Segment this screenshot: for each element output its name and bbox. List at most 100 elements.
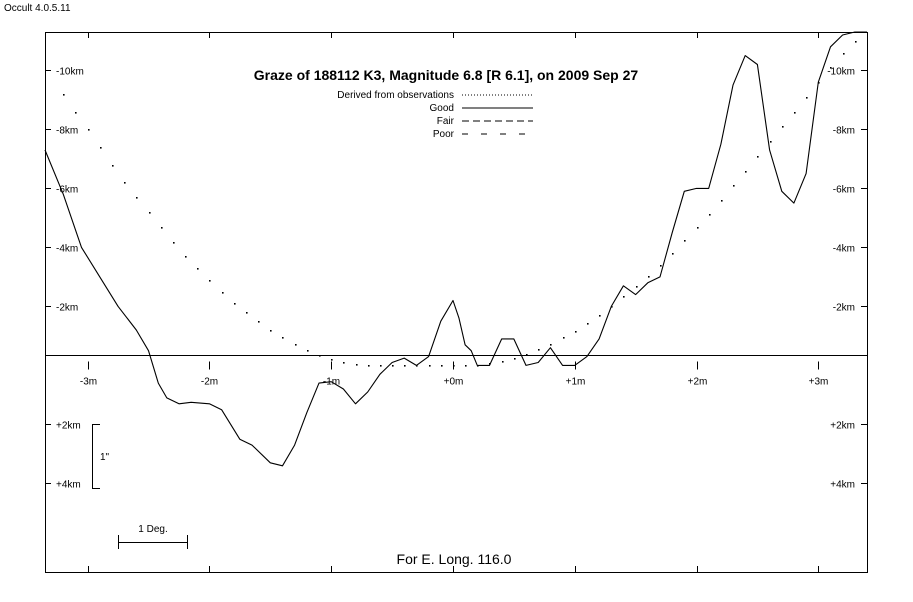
x-tick-label: +0m [444,376,464,387]
derived-profile-point [843,53,845,55]
derived-profile-point [112,165,114,167]
derived-profile-point [782,126,784,128]
derived-profile-point [356,364,358,366]
horizontal-scale-label: 1 Deg. [138,524,167,535]
chart-title: Graze of 188112 K3, Magnitude 6.8 [R 6.1… [254,67,639,83]
derived-profile-point [380,365,382,367]
derived-profile-point [684,240,686,242]
derived-profile-point [416,365,418,367]
y-tick-label-left: -6km [56,185,78,196]
derived-profile-point [161,227,163,229]
derived-profile-point [830,67,832,69]
derived-profile-point [88,129,90,131]
derived-profile-point [368,365,370,367]
derived-profile-point [514,358,516,360]
x-tick-label: +3m [809,376,829,387]
legend-label-fair: Fair [437,116,455,127]
derived-profile-point [63,94,65,96]
x-tick-label: +1m [566,376,586,387]
derived-profile-point [770,141,772,143]
plot-frame [45,32,868,573]
derived-profile-point [636,286,638,288]
y-tick-label-left: -2km [56,303,78,314]
derived-profile-point [295,344,297,346]
x-tick-labels: -3m -2m -1m +0m +1m +2m +3m [80,376,828,387]
horizontal-scale-bar: 1 Deg. [118,524,188,549]
derived-profile-point [124,182,126,184]
derived-profile-point [331,359,333,361]
derived-profile-point [745,171,747,173]
derived-profile-point [599,315,601,317]
derived-profile-point [270,330,272,332]
x-tick-label: +2m [688,376,708,387]
vertical-scale-label: 1" [100,452,110,463]
derived-profile-point [623,296,625,298]
derived-profile-point [429,365,431,367]
y-tick-label-left: -8km [56,126,78,137]
axis-ticks [45,32,867,572]
derived-profile-point [173,242,175,244]
y-tick-labels: -10km -10km -8km -8km -6km -6km -4km -4km -2km -2… [56,67,855,491]
y-tick-label-right: -2km [833,303,855,314]
y-tick-label-right: -8km [833,126,855,137]
derived-profile-point [721,200,723,202]
derived-profile-point [197,268,199,270]
series-layer [44,31,867,467]
y-tick-label-left: +2km [56,421,81,432]
derived-profile-point [75,112,77,114]
app-version-label: Occult 4.0.5.11 [4,3,71,14]
x-tick-label: -2m [201,376,218,387]
legend-label-derived: Derived from observations [337,90,454,101]
derived-profile-point [307,350,309,352]
derived-profile-point [672,253,674,255]
y-tick-label-right: +4km [830,480,855,491]
derived-profile-point [855,41,857,43]
legend: Derived from observations Good Fair Poor [337,90,533,140]
derived-profile-point [502,361,504,363]
derived-profile-point [149,212,151,214]
vertical-scale-bar: 1" [92,424,110,489]
derived-profile-point [575,331,577,333]
derived-profile-point [489,363,491,365]
derived-profile-point [282,337,284,339]
derived-limb-profile-dots [63,41,857,367]
derived-profile-point [697,227,699,229]
derived-profile-point [136,197,138,199]
derived-profile-point [392,365,394,367]
derived-profile-point [794,112,796,114]
derived-profile-point [526,354,528,356]
derived-profile-point [319,355,321,357]
derived-profile-point [246,312,248,314]
lunar-limb-profile-line [44,31,867,467]
derived-profile-point [733,185,735,187]
x-tick-label: -3m [80,376,97,387]
derived-profile-point [222,292,224,294]
derived-profile-point [185,256,187,258]
y-tick-label-right: -6km [833,185,855,196]
legend-label-poor: Poor [433,129,455,140]
y-tick-label-left: -4km [56,244,78,255]
derived-profile-point [709,214,711,216]
derived-profile-point [343,362,345,364]
derived-profile-point [465,365,467,367]
derived-profile-point [258,321,260,323]
derived-profile-point [550,344,552,346]
derived-profile-point [806,97,808,99]
derived-profile-point [611,306,613,308]
derived-profile-point [660,265,662,267]
longitude-footer: For E. Long. 116.0 [397,551,512,567]
derived-profile-point [818,82,820,84]
y-tick-label-right: +2km [830,421,855,432]
derived-profile-point [648,276,650,278]
derived-profile-point [587,323,589,325]
derived-profile-point [209,280,211,282]
derived-profile-point [453,365,455,367]
y-tick-label-left: -10km [56,67,84,78]
y-tick-label-right: -10km [827,67,855,78]
legend-label-good: Good [430,103,454,114]
y-tick-label-right: -4km [833,244,855,255]
derived-profile-point [234,303,236,305]
derived-profile-point [757,156,759,158]
derived-profile-point [563,337,565,339]
